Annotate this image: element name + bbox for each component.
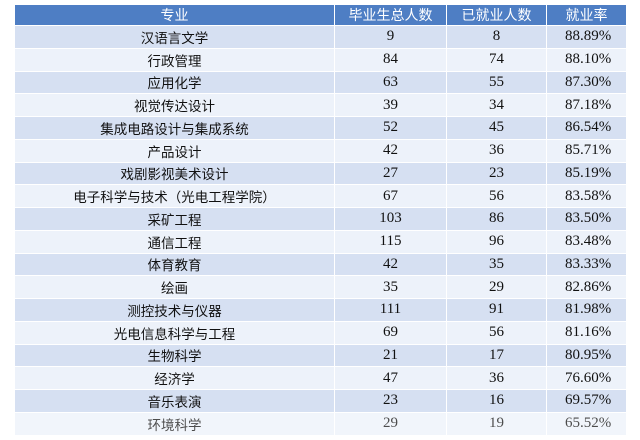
cell-employed: 36 bbox=[446, 366, 547, 390]
cell-major: 行政管理 bbox=[14, 47, 335, 72]
cell-total: 27 bbox=[334, 161, 447, 186]
cell-rate: 87.18% bbox=[546, 93, 627, 117]
cell-employed: 56 bbox=[446, 320, 547, 345]
cell-rate: 81.16% bbox=[546, 320, 627, 345]
cell-employed: 16 bbox=[446, 389, 547, 413]
table-row: 应用化学 63 55 87.30% bbox=[14, 70, 627, 95]
table-header-row: 专业 毕业生总人数 已就业人数 就业率 bbox=[14, 4, 627, 26]
cell-major: 通信工程 bbox=[14, 229, 335, 254]
cell-total: 42 bbox=[334, 138, 447, 163]
header-employment-rate: 就业率 bbox=[546, 4, 627, 26]
cell-rate: 88.89% bbox=[546, 25, 627, 49]
cell-employed: 56 bbox=[446, 184, 547, 208]
cell-major: 视觉传达设计 bbox=[14, 93, 335, 117]
cell-major: 集成电路设计与集成系统 bbox=[14, 116, 335, 140]
cell-major: 采矿工程 bbox=[14, 207, 335, 231]
cell-total: 29 bbox=[334, 411, 447, 436]
cell-major: 绘画 bbox=[14, 275, 335, 299]
cell-total: 52 bbox=[334, 116, 447, 140]
cell-rate: 69.57% bbox=[546, 389, 627, 413]
header-major: 专业 bbox=[14, 4, 335, 26]
cell-major: 应用化学 bbox=[14, 70, 335, 95]
table-row: 经济学 47 36 76.60% bbox=[14, 366, 627, 390]
cell-total: 84 bbox=[334, 47, 447, 72]
table-row: 测控技术与仪器 111 91 81.98% bbox=[14, 298, 627, 322]
cell-employed: 19 bbox=[446, 411, 547, 436]
cell-employed: 29 bbox=[446, 275, 547, 299]
cell-total: 21 bbox=[334, 343, 447, 368]
cell-rate: 88.10% bbox=[546, 47, 627, 72]
cell-major: 汉语言文学 bbox=[14, 25, 335, 49]
cell-employed: 8 bbox=[446, 25, 547, 49]
cell-major: 光电信息科学与工程 bbox=[14, 320, 335, 345]
cell-rate: 83.33% bbox=[546, 252, 627, 277]
cell-employed: 17 bbox=[446, 343, 547, 368]
cell-employed: 36 bbox=[446, 138, 547, 163]
table-row: 集成电路设计与集成系统 52 45 86.54% bbox=[14, 116, 627, 140]
cell-major: 体育教育 bbox=[14, 252, 335, 277]
cell-rate: 81.98% bbox=[546, 298, 627, 322]
cell-total: 111 bbox=[334, 298, 447, 322]
cell-employed: 23 bbox=[446, 161, 547, 186]
table-row: 通信工程 115 96 83.48% bbox=[14, 229, 627, 254]
cell-total: 63 bbox=[334, 70, 447, 95]
cell-total: 9 bbox=[334, 25, 447, 49]
employment-rate-table: 专业 毕业生总人数 已就业人数 就业率 汉语言文学 9 8 88.89% 行政管理 84 7… bbox=[14, 4, 627, 436]
cell-major: 电子科学与技术（光电工程学院） bbox=[14, 184, 335, 208]
header-employed: 已就业人数 bbox=[446, 4, 547, 26]
cell-rate: 85.19% bbox=[546, 161, 627, 186]
cell-rate: 86.54% bbox=[546, 116, 627, 140]
table-row: 生物科学 21 17 80.95% bbox=[14, 343, 627, 368]
table-row: 音乐表演 23 16 69.57% bbox=[14, 389, 627, 413]
cell-total: 42 bbox=[334, 252, 447, 277]
table-row: 体育教育 42 35 83.33% bbox=[14, 252, 627, 277]
cell-rate: 80.95% bbox=[546, 343, 627, 368]
header-total-graduates: 毕业生总人数 bbox=[334, 4, 447, 26]
cell-major: 音乐表演 bbox=[14, 389, 335, 413]
cell-rate: 65.52% bbox=[546, 411, 627, 436]
table-row: 采矿工程 103 86 83.50% bbox=[14, 207, 627, 231]
cell-employed: 35 bbox=[446, 252, 547, 277]
table-row: 视觉传达设计 39 34 87.18% bbox=[14, 93, 627, 117]
cell-rate: 83.50% bbox=[546, 207, 627, 231]
cell-employed: 34 bbox=[446, 93, 547, 117]
cell-rate: 83.48% bbox=[546, 229, 627, 254]
cell-total: 35 bbox=[334, 275, 447, 299]
cell-total: 39 bbox=[334, 93, 447, 117]
cell-rate: 83.58% bbox=[546, 184, 627, 208]
table-row: 环境科学 29 19 65.52% bbox=[14, 411, 627, 436]
cell-rate: 87.30% bbox=[546, 70, 627, 95]
cell-employed: 91 bbox=[446, 298, 547, 322]
cell-employed: 96 bbox=[446, 229, 547, 254]
cell-total: 47 bbox=[334, 366, 447, 390]
cell-total: 23 bbox=[334, 389, 447, 413]
cell-major: 生物科学 bbox=[14, 343, 335, 368]
table-row: 绘画 35 29 82.86% bbox=[14, 275, 627, 299]
cell-major: 环境科学 bbox=[14, 411, 335, 436]
cell-major: 测控技术与仪器 bbox=[14, 298, 335, 322]
cell-employed: 55 bbox=[446, 70, 547, 95]
table-row: 汉语言文学 9 8 88.89% bbox=[14, 25, 627, 49]
table-row: 光电信息科学与工程 69 56 81.16% bbox=[14, 320, 627, 345]
cell-major: 产品设计 bbox=[14, 138, 335, 163]
cell-major: 戏剧影视美术设计 bbox=[14, 161, 335, 186]
cell-total: 115 bbox=[334, 229, 447, 254]
cell-total: 69 bbox=[334, 320, 447, 345]
cell-employed: 45 bbox=[446, 116, 547, 140]
table-row: 行政管理 84 74 88.10% bbox=[14, 47, 627, 72]
table-row: 产品设计 42 36 85.71% bbox=[14, 138, 627, 163]
employment-table-container: 专业 毕业生总人数 已就业人数 就业率 汉语言文学 9 8 88.89% 行政管理 84 7… bbox=[14, 4, 627, 436]
cell-rate: 85.71% bbox=[546, 138, 627, 163]
table-row: 电子科学与技术（光电工程学院） 67 56 83.58% bbox=[14, 184, 627, 208]
cell-employed: 74 bbox=[446, 47, 547, 72]
cell-total: 67 bbox=[334, 184, 447, 208]
table-body: 汉语言文学 9 8 88.89% 行政管理 84 74 88.10% 应用化学 63 55 87.30… bbox=[14, 25, 627, 436]
cell-employed: 86 bbox=[446, 207, 547, 231]
cell-rate: 82.86% bbox=[546, 275, 627, 299]
cell-total: 103 bbox=[334, 207, 447, 231]
table-row: 戏剧影视美术设计 27 23 85.19% bbox=[14, 161, 627, 186]
cell-major: 经济学 bbox=[14, 366, 335, 390]
cell-rate: 76.60% bbox=[546, 366, 627, 390]
